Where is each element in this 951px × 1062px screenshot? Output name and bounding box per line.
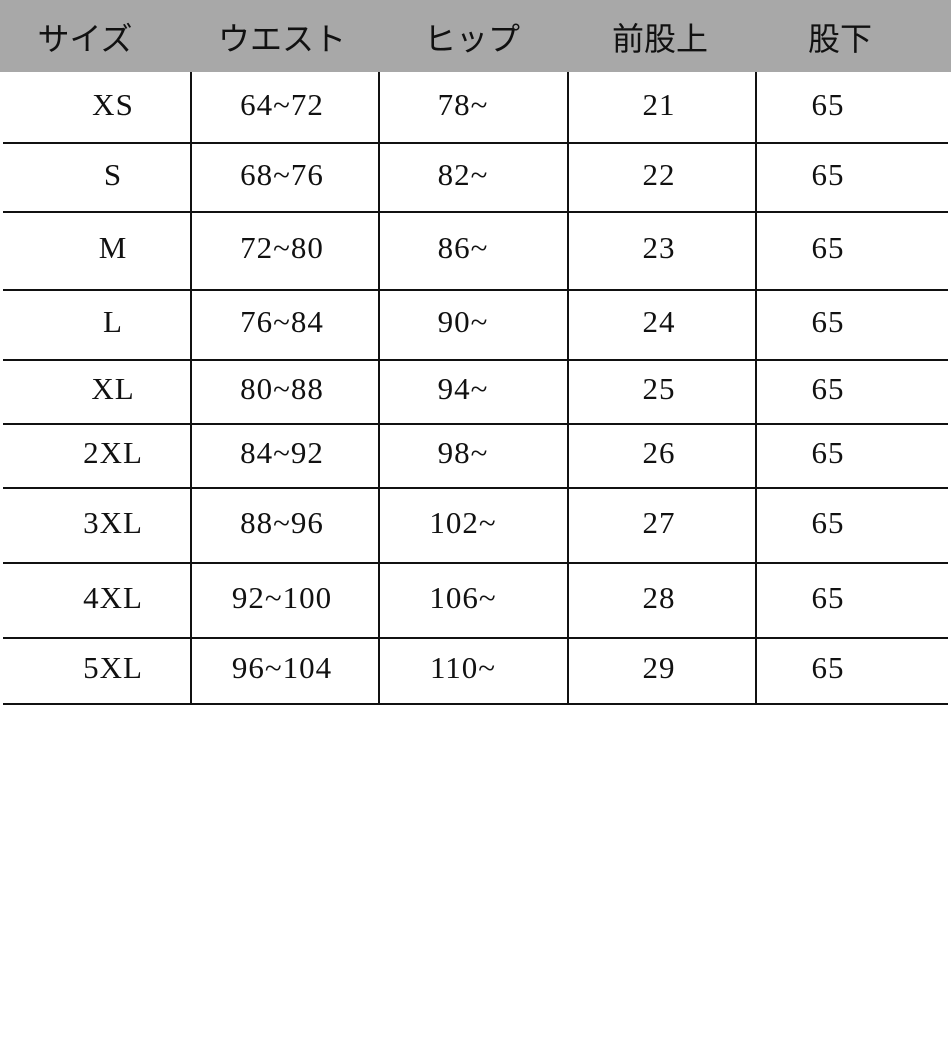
cell-hip: 110~	[429, 650, 497, 685]
cell-front-rise: 22	[642, 156, 676, 192]
cell-waist: 76~84	[240, 304, 324, 339]
cell-inseam: 65	[811, 650, 845, 685]
cell-waist: 96~104	[231, 650, 333, 685]
row-divider	[3, 423, 948, 425]
cell-size: 5XL	[83, 650, 143, 685]
cell-hip: 90~	[437, 304, 489, 339]
cell-size: L	[103, 304, 123, 339]
cell-waist: 72~80	[240, 230, 324, 265]
row-divider	[3, 142, 948, 144]
cell-front-rise: 25	[642, 371, 676, 406]
row-divider	[3, 703, 948, 705]
cell-size: 3XL	[83, 504, 143, 540]
cell-hip: 102~	[429, 504, 497, 540]
cell-front-rise: 23	[642, 230, 676, 265]
row-divider	[3, 211, 948, 213]
cell-waist: 64~72	[240, 87, 324, 122]
cell-hip: 78~	[437, 87, 489, 122]
cell-waist: 88~96	[240, 504, 324, 540]
cell-hip: 82~	[437, 156, 489, 192]
cell-inseam: 65	[811, 87, 845, 122]
cell-waist: 92~100	[231, 579, 333, 615]
row-divider	[3, 487, 948, 489]
cell-size: 4XL	[83, 579, 143, 615]
cell-front-rise: 28	[642, 579, 676, 615]
cell-front-rise: 24	[642, 304, 676, 339]
cell-inseam: 65	[811, 504, 845, 540]
column-divider	[567, 72, 569, 704]
row-divider	[3, 289, 948, 291]
cell-front-rise: 29	[642, 650, 676, 685]
header-size: サイズ	[37, 21, 133, 57]
table-header: サイズ ウエスト ヒップ 前股上 股下	[0, 0, 951, 72]
cell-hip: 106~	[429, 579, 497, 615]
cell-size: S	[103, 156, 123, 192]
cell-hip: 94~	[437, 371, 489, 406]
cell-size: M	[98, 230, 128, 265]
cell-waist: 80~88	[240, 371, 324, 406]
header-inseam: 股下	[807, 21, 873, 57]
header-front-rise: 前股上	[611, 21, 709, 57]
cell-size: 2XL	[83, 435, 143, 470]
cell-inseam: 65	[811, 579, 845, 615]
cell-waist: 68~76	[240, 156, 324, 192]
row-divider	[3, 637, 948, 639]
cell-inseam: 65	[811, 435, 845, 470]
column-divider	[755, 72, 757, 704]
cell-inseam: 65	[811, 230, 845, 265]
cell-size: XL	[91, 371, 135, 406]
cell-front-rise: 27	[642, 504, 676, 540]
column-divider	[378, 72, 380, 704]
cell-front-rise: 21	[642, 87, 676, 122]
cell-size: XS	[92, 87, 134, 122]
cell-inseam: 65	[811, 156, 845, 192]
cell-hip: 86~	[437, 230, 489, 265]
row-divider	[3, 359, 948, 361]
cell-inseam: 65	[811, 371, 845, 406]
cell-hip: 98~	[437, 435, 489, 470]
header-waist: ウエスト	[217, 21, 347, 57]
cell-waist: 84~92	[240, 435, 324, 470]
cell-front-rise: 26	[642, 435, 676, 470]
cell-inseam: 65	[811, 304, 845, 339]
row-divider	[3, 562, 948, 564]
header-hip: ヒップ	[423, 21, 521, 57]
column-divider	[190, 72, 192, 704]
